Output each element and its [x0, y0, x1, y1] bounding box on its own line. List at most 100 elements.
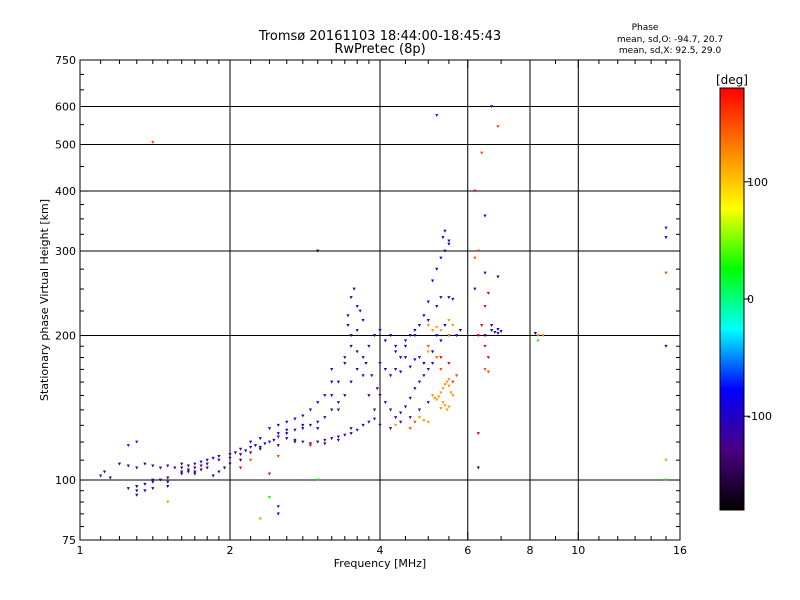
data-point: [180, 472, 184, 476]
x-tick-label: 2: [227, 544, 234, 557]
data-point: [349, 427, 353, 431]
colorbar-tick-label: 0: [747, 293, 754, 306]
data-point: [399, 411, 403, 415]
data-point: [394, 416, 398, 420]
data-point: [430, 328, 435, 332]
data-point: [664, 271, 668, 275]
data-point: [435, 356, 439, 360]
y-axis-label: Stationary phase Virtual Height [km]: [38, 199, 51, 401]
data-point: [422, 361, 426, 365]
x-tick-label: 8: [527, 544, 534, 557]
data-point: [426, 300, 430, 304]
data-point: [233, 451, 237, 455]
data-point: [349, 344, 353, 348]
data-point: [388, 427, 393, 431]
data-point: [276, 432, 280, 436]
data-point: [249, 445, 253, 449]
data-point: [370, 374, 374, 378]
data-point: [378, 423, 382, 427]
data-point: [99, 474, 103, 478]
data-point: [258, 447, 262, 451]
data-point: [308, 442, 313, 446]
colorbar-tick-label: 100: [747, 176, 768, 189]
data-point: [267, 427, 272, 431]
data-point: [151, 141, 155, 145]
data-point: [355, 368, 359, 372]
x-tick-label: 16: [673, 544, 687, 557]
data-point: [417, 323, 422, 327]
data-point: [413, 358, 417, 362]
data-point: [443, 229, 447, 233]
data-point: [408, 427, 412, 431]
x-axis-label: Frequency [MHz]: [334, 557, 426, 570]
data-point: [426, 344, 430, 348]
data-point: [664, 226, 668, 230]
data-point: [490, 323, 494, 327]
data-point: [346, 314, 350, 318]
data-point: [447, 334, 451, 338]
data-point: [408, 416, 412, 420]
data-point: [301, 440, 305, 444]
data-point: [439, 256, 443, 260]
data-point: [238, 458, 243, 462]
data-point: [352, 287, 356, 291]
data-point: [166, 484, 170, 488]
data-point: [447, 361, 451, 365]
data-point: [372, 408, 377, 412]
data-point: [186, 468, 190, 472]
data-point: [258, 445, 262, 449]
chart-title-line1: Tromsø 20161103 18:44:00-18:45:43: [258, 29, 501, 44]
data-point: [316, 427, 320, 431]
data-point: [228, 453, 232, 457]
data-point: [276, 444, 280, 448]
data-point: [361, 319, 365, 323]
data-point: [343, 361, 347, 365]
data-point: [343, 433, 347, 437]
data-point: [336, 435, 340, 439]
data-point: [258, 437, 262, 441]
data-point: [349, 296, 353, 300]
data-point: [267, 472, 272, 476]
x-tick-label: 1: [77, 544, 84, 557]
data-point: [263, 442, 267, 446]
data-point: [301, 423, 305, 427]
data-point: [293, 428, 297, 432]
data-point: [664, 478, 668, 482]
data-point: [483, 271, 487, 275]
data-point: [483, 368, 487, 372]
data-point: [403, 356, 408, 360]
data-point: [193, 466, 197, 470]
data-point: [364, 361, 368, 365]
data-point: [330, 380, 334, 384]
data-point: [186, 464, 190, 468]
data-point: [383, 368, 387, 372]
data-point: [447, 378, 451, 382]
data-point: [249, 440, 253, 444]
data-point: [336, 401, 340, 405]
data-point: [355, 328, 359, 332]
data-point: [430, 350, 435, 354]
data-point: [430, 361, 435, 365]
data-point: [308, 408, 313, 412]
data-point: [378, 361, 382, 365]
data-point: [426, 401, 430, 405]
data-point: [451, 394, 455, 398]
data-point: [193, 462, 197, 466]
data-point: [443, 383, 447, 387]
data-point: [435, 267, 439, 271]
data-point: [193, 472, 197, 476]
data-point: [336, 438, 340, 442]
data-point: [336, 380, 340, 384]
data-point: [476, 334, 480, 338]
data-point: [476, 466, 480, 470]
data-point: [473, 287, 477, 291]
data-point: [117, 462, 122, 466]
data-point: [439, 328, 443, 332]
data-point: [490, 328, 494, 332]
x-tick-label: 6: [464, 544, 471, 557]
data-point: [343, 356, 347, 360]
data-point: [383, 401, 387, 405]
data-point: [447, 296, 451, 300]
data-point: [417, 416, 422, 420]
data-point: [435, 398, 439, 402]
